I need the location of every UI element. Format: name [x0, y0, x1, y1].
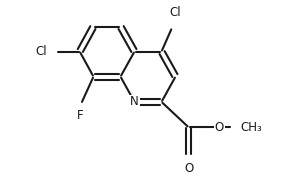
Text: Cl: Cl [169, 6, 181, 19]
Text: O: O [184, 162, 193, 175]
Text: Cl: Cl [35, 45, 46, 58]
Text: CH₃: CH₃ [241, 121, 263, 134]
Text: F: F [76, 109, 83, 122]
Text: O: O [215, 121, 224, 134]
Text: N: N [130, 95, 139, 108]
